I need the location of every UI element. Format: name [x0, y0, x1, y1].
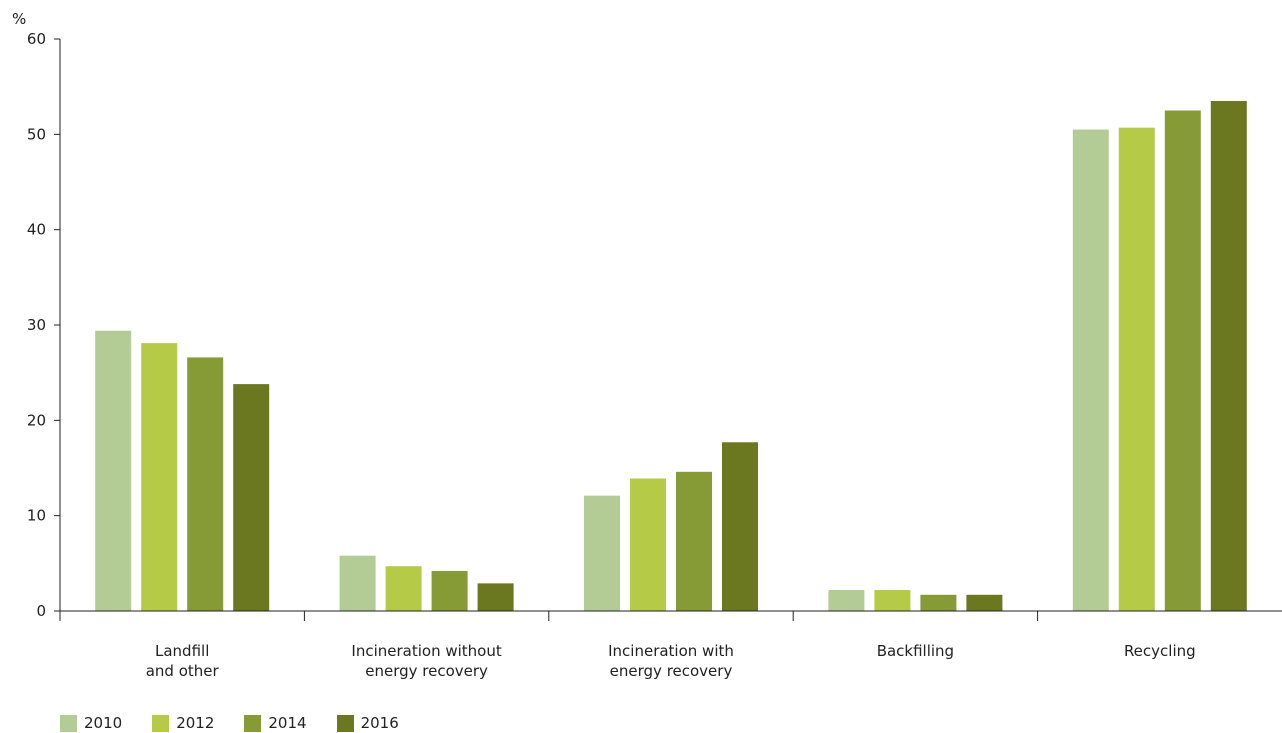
- bar-2016-cat-4: [1210, 100, 1247, 611]
- legend-swatch: [336, 714, 354, 732]
- bar-2010-cat-1: [339, 555, 376, 611]
- bar-2016-cat-2: [722, 442, 758, 611]
- bar-2010-cat-3: [828, 590, 865, 611]
- category-label: Backfilling: [877, 642, 954, 660]
- y-tick-label: 60: [27, 30, 46, 48]
- legend-label: 2016: [360, 714, 399, 732]
- legend-item-2012: 2012: [152, 714, 214, 732]
- legend-item-2010: 2010: [60, 714, 122, 732]
- bar-2010-cat-0: [95, 330, 132, 611]
- category-label: and other: [146, 662, 220, 680]
- bar-2014-cat-4: [1164, 110, 1201, 611]
- legend-swatch: [152, 714, 170, 732]
- bars: [95, 100, 1247, 612]
- legend-label: 2014: [268, 714, 307, 732]
- axes: [59, 39, 1282, 621]
- category-label: Incineration with: [608, 642, 734, 660]
- bar-2016-cat-3: [966, 594, 1003, 611]
- bar-2012-cat-2: [630, 478, 666, 611]
- y-tick-label: 0: [36, 602, 46, 620]
- bar-2012-cat-4: [1118, 127, 1155, 611]
- legend-swatch: [244, 714, 262, 732]
- bar-2014-cat-3: [920, 594, 957, 611]
- y-tick-label: 10: [27, 507, 46, 525]
- category-label: energy recovery: [365, 662, 488, 680]
- bar-2014-cat-0: [187, 357, 224, 611]
- y-tick-label: 40: [27, 221, 46, 239]
- bar-2016-cat-1: [477, 583, 514, 611]
- legend-item-2016: 2016: [336, 714, 399, 732]
- y-axis-unit-label: %: [12, 10, 26, 28]
- legend: 2010 2012 2014 2016: [60, 714, 429, 732]
- bar-2012-cat-1: [385, 566, 422, 611]
- category-label: energy recovery: [610, 662, 733, 680]
- bar-2010-cat-4: [1072, 129, 1109, 612]
- category-labels: Landfill and other Incineration without ene…: [146, 642, 1196, 680]
- y-axis-ticks: 0 10 20 30 40 50 60: [27, 30, 60, 620]
- category-label: Landfill: [155, 642, 209, 660]
- legend-item-2014: 2014: [244, 714, 307, 732]
- bar-2014-cat-2: [676, 471, 712, 611]
- bar-2010-cat-2: [584, 495, 620, 611]
- legend-label: 2010: [84, 714, 123, 732]
- category-label: Recycling: [1124, 642, 1196, 660]
- legend-label: 2012: [176, 714, 215, 732]
- y-tick-label: 50: [27, 125, 46, 143]
- legend-swatch: [60, 714, 77, 732]
- y-tick-label: 20: [27, 411, 46, 429]
- bar-2014-cat-1: [431, 570, 468, 611]
- bar-2016-cat-0: [233, 384, 270, 611]
- category-label: Incineration without: [351, 642, 501, 660]
- bar-2012-cat-0: [141, 343, 178, 611]
- bar-2012-cat-3: [874, 590, 911, 611]
- y-tick-label: 30: [27, 316, 46, 334]
